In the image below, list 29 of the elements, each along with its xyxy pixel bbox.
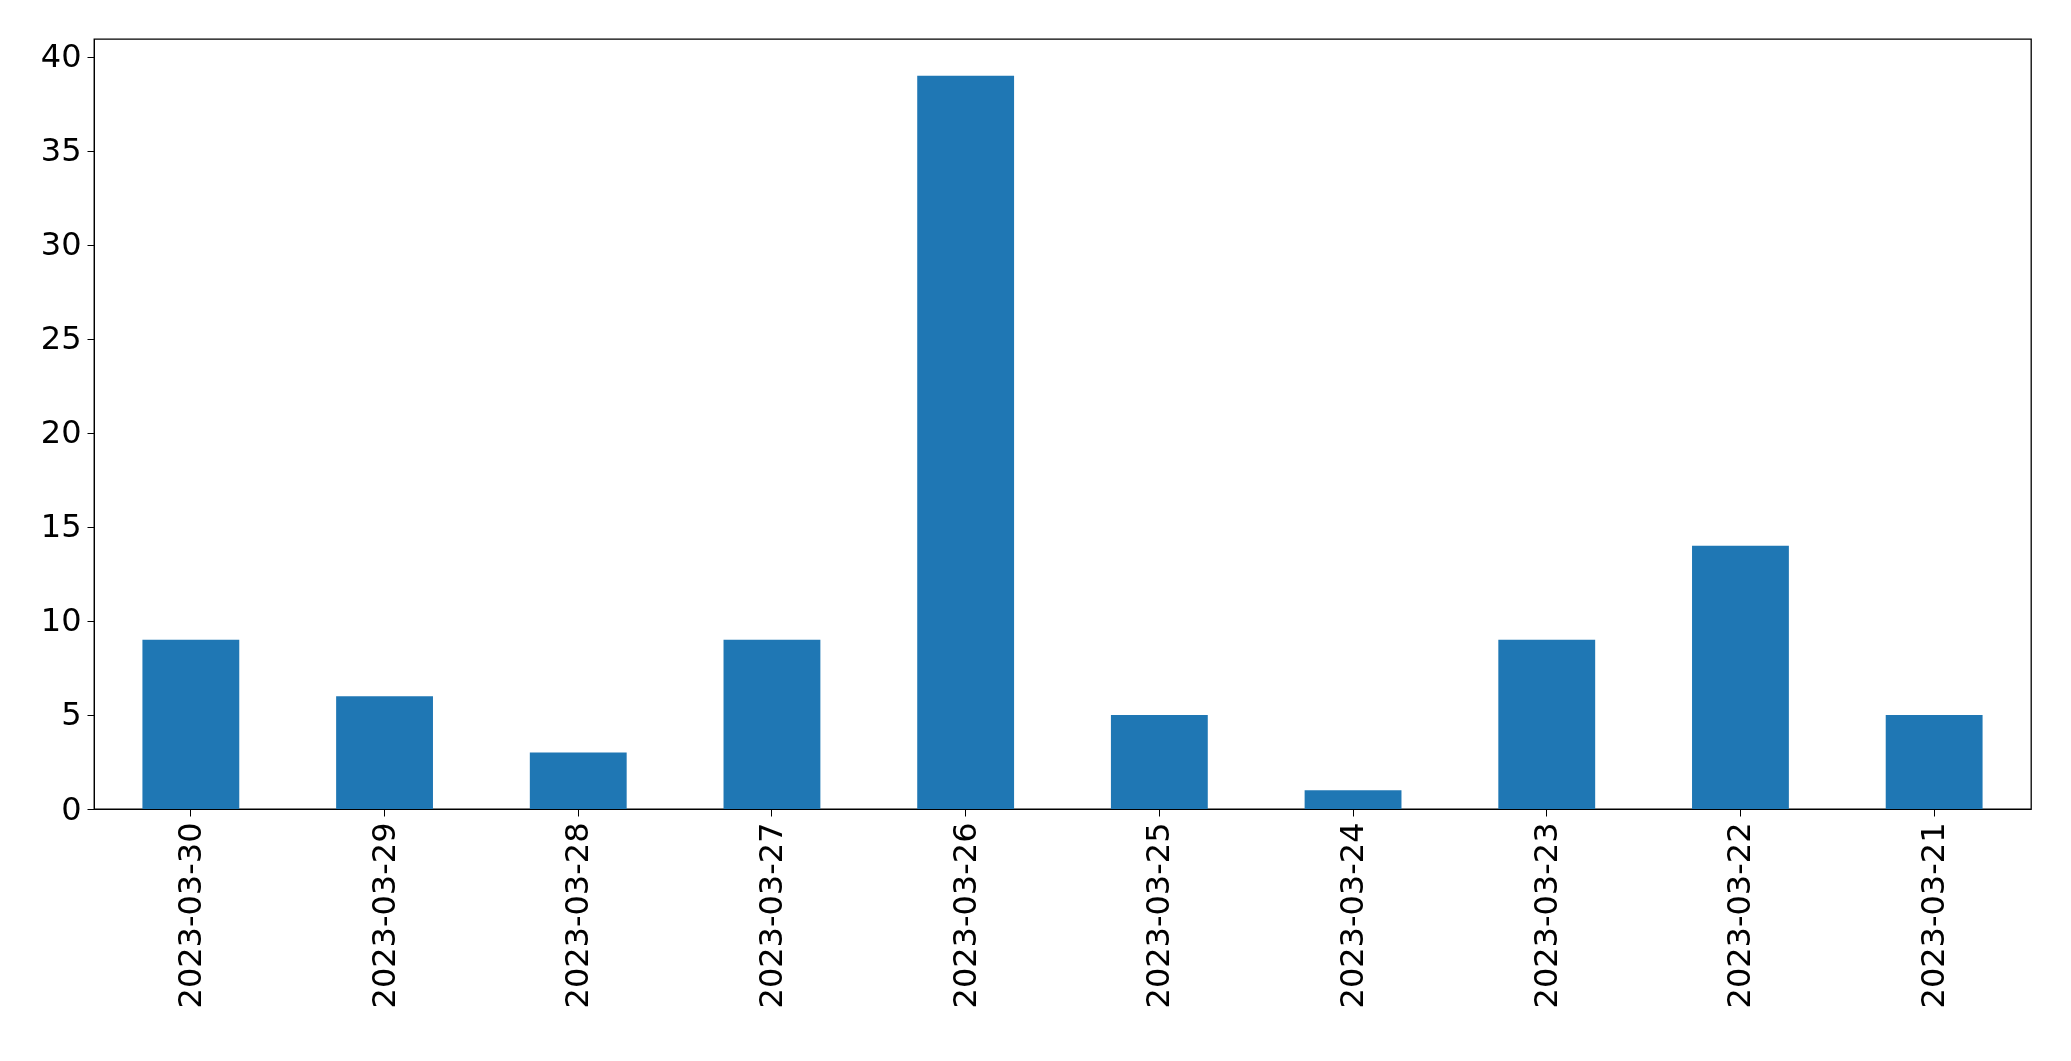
y-tick-label: 30: [40, 225, 82, 264]
bar: [1692, 545, 1789, 809]
bar: [1498, 639, 1596, 809]
x-tick-label: 2023-03-28: [558, 822, 597, 1009]
x-tick-label: 2023-03-29: [364, 822, 403, 1009]
bar: [336, 696, 433, 809]
bar: [142, 639, 240, 809]
y-tick-label: 40: [40, 37, 82, 76]
y-tick-label: 25: [40, 319, 82, 358]
y-tick-label: 20: [40, 413, 82, 452]
bar: [723, 639, 821, 809]
x-tick-label: 2023-03-26: [945, 822, 984, 1009]
y-tick-label: 0: [61, 789, 82, 828]
y-tick-label: 5: [61, 695, 82, 734]
y-tick-label: 35: [40, 131, 82, 170]
x-tick-label: 2023-03-22: [1720, 822, 1759, 1009]
x-tick-label: 2023-03-21: [1914, 822, 1953, 1009]
bar: [1304, 790, 1402, 809]
y-tick-label: 10: [40, 601, 82, 640]
x-tick-label: 2023-03-30: [170, 822, 209, 1009]
x-tick-label: 2023-03-23: [1526, 822, 1565, 1009]
bar: [529, 752, 627, 809]
x-tick-label: 2023-03-25: [1139, 822, 1178, 1009]
x-tick-label: 2023-03-24: [1333, 822, 1372, 1009]
bar: [1885, 714, 1983, 809]
x-tick-label: 2023-03-27: [751, 822, 790, 1009]
bar: [917, 75, 1015, 809]
bar: [1110, 714, 1208, 809]
y-tick-label: 15: [40, 507, 82, 546]
